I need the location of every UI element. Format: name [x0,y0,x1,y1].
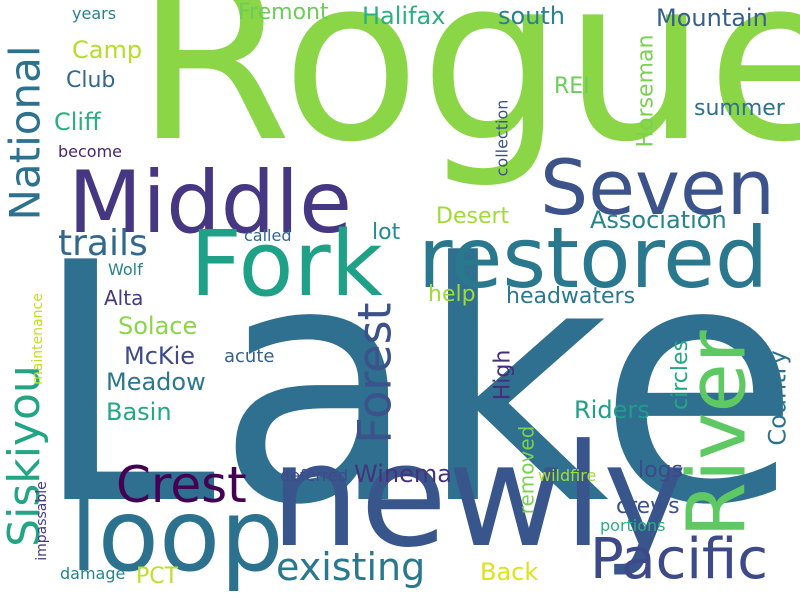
word-south: south [498,2,566,30]
word-cliff: Cliff [54,108,101,136]
word-help: help [428,282,476,307]
word-winema: Winema [354,460,452,488]
word-camp: Camp [72,36,143,64]
word-halifax: Halifax [362,2,446,30]
word-solace: Solace [118,312,198,340]
word-wolf: Wolf [108,260,143,279]
word-portions: portions [600,516,666,535]
word-horseman: Horseman [633,34,659,148]
word-damage: damage [60,564,126,583]
word-crews: crews [616,494,680,519]
word-association: Association [590,206,727,234]
word-restored: restored [418,209,769,307]
word-seven: Seven [540,143,775,232]
word-country: Country [763,350,792,446]
word-riders: Riders [574,396,650,424]
word-logs: logs [638,458,683,483]
word-collection: collection [492,99,512,177]
word-fremont: Fremont [238,0,329,25]
word-deferred: deferred [280,466,348,485]
word-basin: Basin [106,398,172,426]
word-lot: lot [372,220,401,245]
word-maintenance: maintenance [29,293,46,385]
word-impassable: impassable [33,481,50,561]
word-called: called [244,226,292,245]
word-pacific: Pacific [590,527,768,592]
word-trails: trails [58,223,148,264]
word-pct: PCT [136,564,179,589]
word-circles: circles [667,340,693,410]
word-newly: newly [270,414,687,579]
word-headwaters: headwaters [506,284,636,309]
word-middle: Middle [68,153,353,253]
word-national: National [0,45,50,221]
word-desert: Desert [436,204,510,229]
word-mountain: Mountain [656,4,768,32]
word-club: Club [66,68,116,93]
word-fork: Fork [190,212,383,317]
word-rogue: Rogue [135,0,800,192]
word-years: years [72,4,117,23]
word-lake: Lake [32,193,800,577]
word-crest: Crest [116,456,247,514]
word-back: Back [480,558,539,586]
word-meadow: Meadow [106,368,206,396]
word-existing: existing [276,545,426,589]
word-removed: removed [514,425,539,515]
word-high: High [490,349,516,401]
word-acute: acute [224,346,275,367]
word-alta: Alta [104,286,144,310]
word-forest: Forest [347,302,402,444]
word-rei: REI [554,74,590,99]
word-loop: loop [70,477,284,594]
word-wildfire: wildfire [538,466,597,485]
word-summer: summer [694,96,785,121]
word-become: become [58,142,123,161]
word-mckie: McKie [124,342,196,370]
